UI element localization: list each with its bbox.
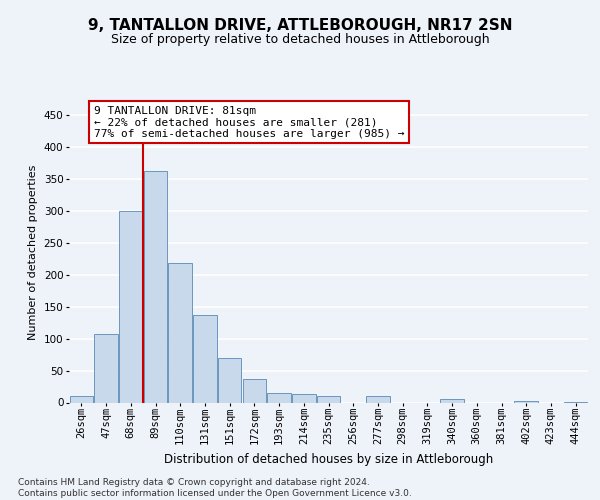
Bar (70, 396, 93, 402)
Bar (119, 211, 143, 402)
Bar (317, 396, 340, 402)
Bar (218, 358, 241, 403)
Bar (193, 315, 217, 402)
Text: Contains HM Land Registry data © Crown copyright and database right 2024.
Contai: Contains HM Land Registry data © Crown c… (18, 478, 412, 498)
Y-axis label: Number of detached properties: Number of detached properties (28, 165, 38, 340)
Text: 9 TANTALLON DRIVE: 81sqm
← 22% of detached houses are smaller (281)
77% of semi-: 9 TANTALLON DRIVE: 81sqm ← 22% of detach… (94, 106, 404, 138)
Bar (144, 172, 167, 402)
Bar (366, 396, 389, 402)
Bar (242, 379, 266, 402)
Text: 9, TANTALLON DRIVE, ATTLEBOROUGH, NR17 2SN: 9, TANTALLON DRIVE, ATTLEBOROUGH, NR17 2… (88, 18, 512, 32)
Bar (292, 394, 316, 402)
Bar (94, 334, 118, 402)
Text: Size of property relative to detached houses in Attleborough: Size of property relative to detached ho… (110, 32, 490, 46)
Bar (268, 393, 291, 402)
Bar (514, 401, 538, 402)
Bar (169, 264, 192, 402)
Bar (440, 400, 464, 402)
X-axis label: Distribution of detached houses by size in Attleborough: Distribution of detached houses by size … (164, 452, 493, 466)
